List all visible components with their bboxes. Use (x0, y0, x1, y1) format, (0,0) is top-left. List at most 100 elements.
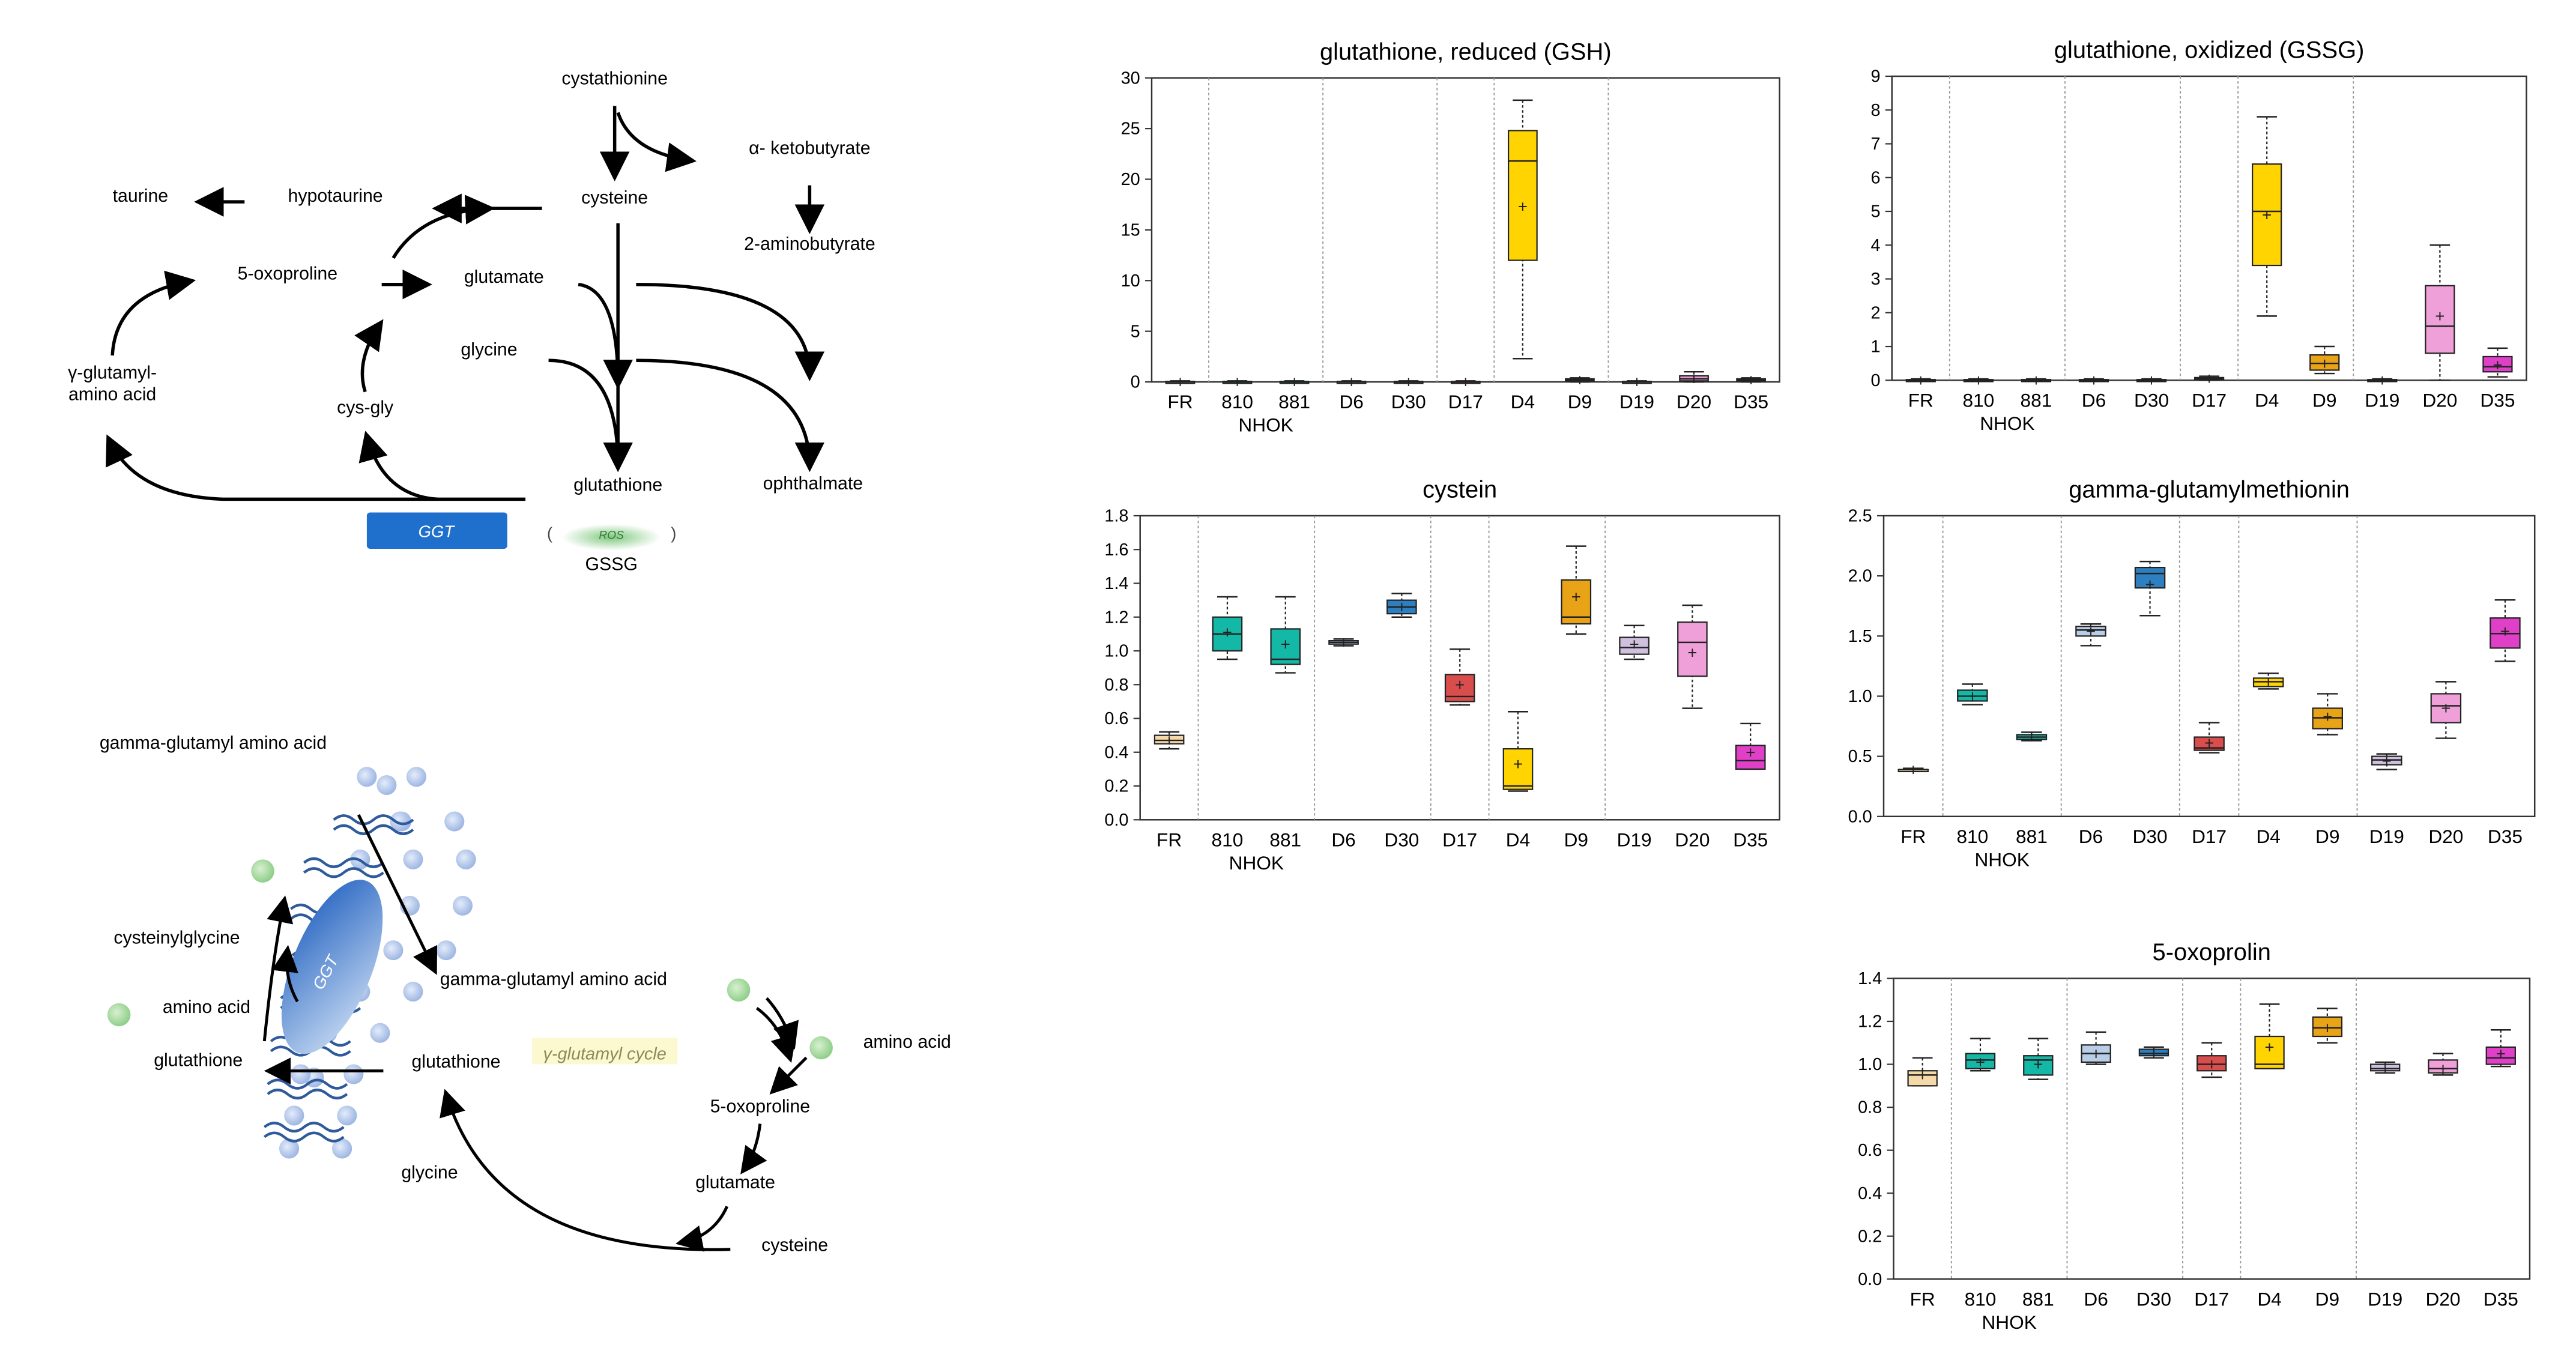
cycle-highlight (532, 1038, 678, 1065)
x-tick-label: D17 (2192, 826, 2227, 847)
x-group-label: NHOK (1229, 852, 1284, 874)
box-D19: + (2367, 371, 2398, 390)
lipid-head (403, 981, 423, 1002)
ros-paren-open: ( (547, 524, 552, 542)
box-D19: + (1622, 373, 1652, 391)
arrow-to-amino-acid-right (755, 1006, 797, 1063)
box-mean-marker: + (2265, 1038, 2275, 1057)
y-tick-label: 1.0 (1848, 687, 1872, 706)
node-gamma-glutamyl: γ-glutamyl- (68, 363, 157, 383)
box-mean-marker: + (1518, 198, 1528, 216)
x-tick-label: FR (1910, 1288, 1935, 1310)
x-tick-label: 810 (1221, 391, 1253, 413)
lipid-tail (333, 814, 414, 826)
box-D6: + (2078, 371, 2109, 390)
y-tick-label: 5 (1131, 322, 1140, 341)
x-tick-label: D35 (2480, 389, 2515, 411)
arrow-oxoproline-up (392, 195, 495, 259)
node-cys-gly: cys-gly (337, 397, 394, 417)
box-body (2075, 626, 2106, 637)
arrow-to-oxoproline (769, 1056, 808, 1095)
x-tick-label: D4 (1506, 829, 1530, 850)
box-D35: + (2490, 599, 2521, 662)
ggt-enzyme (281, 880, 383, 1054)
membrane-cycle-label: γ-glutamyl cycle (543, 1044, 666, 1063)
y-tick-label: 0.2 (1858, 1227, 1882, 1246)
green-bead-2 (107, 1003, 131, 1027)
y-tick-label: 2 (1870, 303, 1880, 322)
box-mean-marker: + (2493, 356, 2502, 375)
x-tick-label: D4 (1511, 391, 1535, 413)
membrane-cysteine: cysteine (761, 1235, 828, 1255)
box-mean-marker: + (2262, 205, 2272, 224)
x-tick-label: D30 (2133, 826, 2168, 847)
lipid-head (403, 849, 423, 869)
x-tick-label: D35 (2488, 826, 2523, 847)
y-tick-label: 8 (1870, 101, 1880, 120)
lipid-head (383, 940, 404, 961)
box-D6: + (1328, 633, 1359, 652)
box-881: + (1270, 596, 1301, 674)
green-bead-1 (251, 859, 274, 883)
x-tick-label: D17 (2194, 1288, 2229, 1310)
lipid-head (390, 811, 410, 832)
box-D30: + (2136, 371, 2167, 390)
x-tick-label: D9 (1568, 391, 1592, 413)
x-tick-label: D9 (1564, 829, 1588, 850)
x-tick-label: D17 (1448, 391, 1483, 413)
x-tick-label: D4 (2257, 1288, 2281, 1310)
node-glycine: glycine (461, 340, 517, 360)
lipid-tail (303, 857, 384, 868)
node-ophthalmate: ophthalmate (763, 474, 863, 494)
lipid-head (357, 767, 377, 787)
x-tick-label: FR (1156, 829, 1182, 850)
box-881: + (1279, 373, 1310, 391)
box-body (2023, 1055, 2054, 1076)
x-tick-label: D19 (2365, 389, 2399, 411)
box-mean-marker: + (2496, 1044, 2506, 1063)
box-mean-marker: + (1347, 373, 1356, 391)
box-mean-marker: + (2264, 672, 2273, 691)
membrane-arrows (262, 814, 808, 1252)
x-tick-label: FR (1167, 391, 1193, 413)
chart-frame (1139, 515, 1780, 821)
y-tick-label: 0 (1131, 373, 1140, 392)
membrane-cysteinylglycine: cysteinylglycine (113, 928, 240, 948)
box-mean-marker: + (2207, 1055, 2216, 1074)
node-5-oxoproline: 5-oxoproline (238, 264, 337, 283)
x-tick-label: D35 (2484, 1288, 2518, 1310)
box-mean-marker: + (1632, 373, 1642, 391)
membrane-diagram: gamma-glutamyl amino acid GGT cysteinylg… (100, 733, 951, 1256)
box-D9: + (1565, 370, 1595, 389)
y-tick-label: 25 (1121, 119, 1140, 139)
lipid-head (291, 1064, 311, 1084)
membrane-glutathione-left: glutathione (154, 1050, 243, 1070)
chart-1: glutathione, reduced (GSH) 0 5 10 15 20 25 30 FR… (1121, 38, 1780, 436)
x-tick-label: D6 (2082, 389, 2106, 411)
box-mean-marker: + (2323, 1018, 2332, 1037)
y-tick-label: 0.0 (1858, 1270, 1882, 1289)
x-tick-label: D4 (2255, 389, 2279, 411)
box-body (1619, 636, 1649, 655)
lipid-head (279, 1138, 300, 1159)
box-FR: + (1897, 760, 1929, 779)
x-tick-label: D20 (2425, 1288, 2460, 1310)
arrow-glutamate-branch (636, 282, 825, 381)
x-tick-label: 881 (2021, 389, 2052, 411)
box-mean-marker: + (1339, 633, 1349, 652)
lipid-head (444, 811, 465, 832)
x-tick-label: D35 (1733, 829, 1768, 850)
lipid-head (332, 1138, 352, 1159)
box-mean-marker: + (2204, 369, 2214, 388)
box-D9: + (1561, 545, 1592, 635)
chart-frame (1150, 77, 1780, 383)
chart-4: gamma-glutamylmethionin 0.0 0.5 1.0 1.5 2.0 2.… (1848, 477, 2536, 870)
membrane-glycine: glycine (401, 1162, 458, 1182)
box-mean-marker: + (1455, 675, 1465, 694)
box-body (2430, 693, 2462, 724)
box-D30: + (2134, 560, 2166, 617)
lipid-tail (263, 1131, 345, 1143)
lipid-head (284, 1105, 304, 1126)
chart-title: 5-oxoprolin (2153, 939, 2271, 966)
